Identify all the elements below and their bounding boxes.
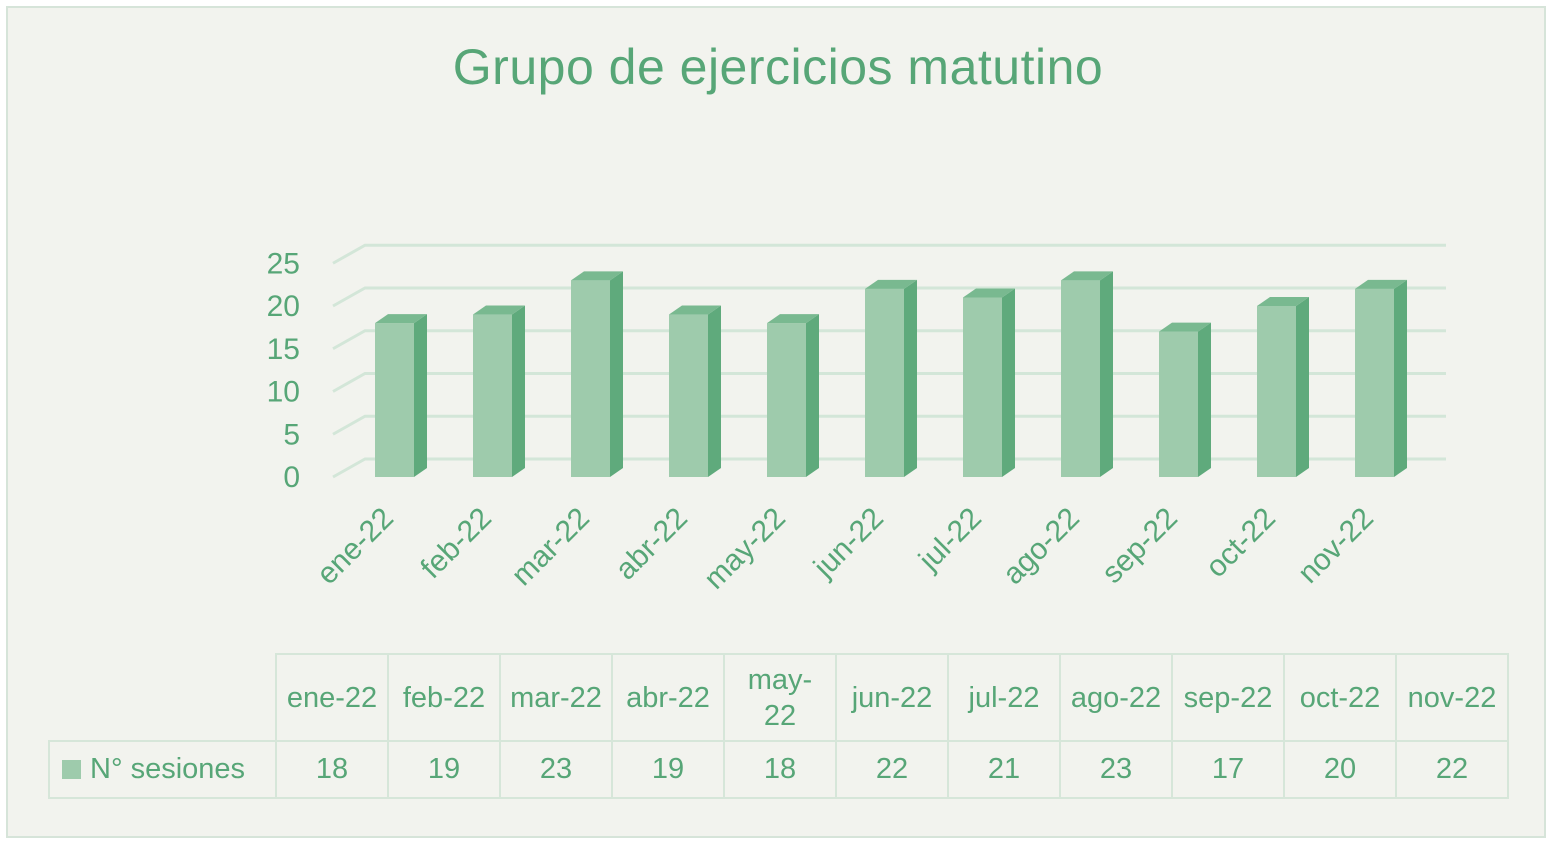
table-corner: [49, 654, 277, 742]
series-label: N° sesiones: [90, 753, 246, 785]
table-header-line: may-: [747, 663, 813, 696]
x-tick-label: oct-22: [1200, 502, 1282, 584]
x-tick-label: may-22: [698, 502, 792, 596]
table-header-row: ene-22 feb-22 mar-22 abr-22 may- 22 jun-2…: [49, 653, 1509, 742]
legend-swatch: [62, 760, 81, 779]
bar-front: [1159, 331, 1198, 477]
bar: [767, 314, 819, 477]
table-header-cell: jun-22: [835, 653, 949, 742]
bar: [375, 314, 427, 477]
x-tick-label: jun-22: [807, 502, 890, 585]
bar-side: [708, 305, 721, 477]
bar-side: [610, 271, 623, 477]
table-value-cell: 19: [387, 740, 501, 799]
bar-top: [1061, 271, 1113, 281]
bar-front: [1355, 288, 1394, 477]
bar-side: [806, 314, 819, 477]
bar: [571, 271, 623, 477]
bar-top: [1355, 279, 1407, 289]
bar-side: [1002, 288, 1015, 477]
table-header-cell: oct-22: [1283, 653, 1397, 742]
table-header-cell: mar-22: [499, 653, 613, 742]
bar: [1355, 279, 1407, 477]
bar-front: [571, 280, 610, 477]
x-tick-label: ene-22: [311, 502, 400, 591]
bar: [473, 305, 525, 477]
bar-side: [1100, 271, 1113, 477]
bar-top: [375, 314, 427, 324]
bar-front: [1061, 280, 1100, 477]
bar: [1159, 322, 1211, 477]
bar-top: [1257, 297, 1309, 306]
table-header-cell: ene-22: [275, 653, 389, 742]
bar: [963, 288, 1015, 477]
y-tick-label: 0: [283, 461, 300, 494]
table-value-cell: 22: [1395, 740, 1509, 799]
bar: [865, 279, 917, 477]
y-tick-label: 5: [283, 418, 300, 451]
bar-top: [767, 314, 819, 324]
table-header-cell: sep-22: [1171, 653, 1285, 742]
x-tick-label: ago-22: [997, 502, 1086, 591]
x-tick-label: nov-22: [1292, 502, 1380, 590]
table-value-cell: 17: [1171, 740, 1285, 799]
bar-front: [669, 314, 708, 477]
x-tick-label: mar-22: [505, 502, 596, 593]
y-tick-label: 20: [267, 290, 300, 323]
bar: [1061, 271, 1113, 477]
bar-front: [865, 288, 904, 477]
bar-side: [512, 305, 525, 477]
table-header-cell: ago-22: [1059, 653, 1173, 742]
table-value-cell: 23: [1059, 740, 1173, 799]
table-value-cell: 22: [835, 740, 949, 799]
table-header-line: 22: [763, 699, 797, 732]
bar-top: [865, 279, 917, 289]
bar: [669, 305, 721, 477]
bar-side: [904, 279, 917, 477]
y-tick-label: 25: [267, 247, 300, 280]
y-tick-label: 15: [267, 333, 300, 366]
y-tick-label: 10: [267, 376, 300, 409]
x-tick-label: jul-22: [912, 502, 988, 578]
bar: [1257, 297, 1309, 477]
bar-top: [1159, 322, 1211, 332]
table-row: N° sesiones 18 19 23 19 18 22 21 23 17 2…: [48, 740, 1509, 799]
bar-top: [669, 305, 721, 315]
bar-top: [963, 288, 1015, 298]
table-value-cell: 20: [1283, 740, 1397, 799]
bar-front: [375, 323, 414, 477]
bar-front: [767, 323, 806, 477]
table-value-cell: 19: [611, 740, 725, 799]
x-axis-ticks: ene-22 feb-22 mar-22 abr-22 may-22 jun-22 jul-…: [311, 502, 1380, 596]
bar-front: [1257, 306, 1296, 477]
bar-side: [1394, 279, 1407, 477]
table-header-cell: jul-22: [947, 653, 1061, 742]
gridline: [332, 243, 1446, 265]
table-value-cell: 18: [275, 740, 389, 799]
x-tick-label: feb-22: [414, 502, 497, 585]
bar-side: [1198, 322, 1211, 477]
chart-title: Grupo de ejercicios matutino: [452, 39, 1104, 95]
table-header-cell: nov-22: [1395, 653, 1509, 742]
table-value-cell: 21: [947, 740, 1061, 799]
table-value-cell: 18: [723, 740, 837, 799]
bar-top: [571, 271, 623, 281]
bar-front: [963, 297, 1002, 477]
x-tick-label: abr-22: [609, 502, 694, 587]
series-label-cell: N° sesiones: [48, 740, 277, 799]
bar-top: [473, 305, 525, 315]
table-header-cell: abr-22: [611, 653, 725, 742]
bar-front: [473, 314, 512, 477]
y-axis-ticks: 0 5 10 15 20 25: [267, 247, 300, 494]
bars: [375, 271, 1407, 477]
table-header-cell: feb-22: [387, 653, 501, 742]
bar-side: [1296, 297, 1309, 477]
x-tick-label: sep-22: [1096, 502, 1184, 590]
bar-side: [414, 314, 427, 477]
table-value-cell: 23: [499, 740, 613, 799]
table-header-cell: may- 22: [723, 653, 837, 742]
data-table: ene-22 feb-22 mar-22 abr-22 may- 22 jun-2…: [48, 653, 1509, 799]
